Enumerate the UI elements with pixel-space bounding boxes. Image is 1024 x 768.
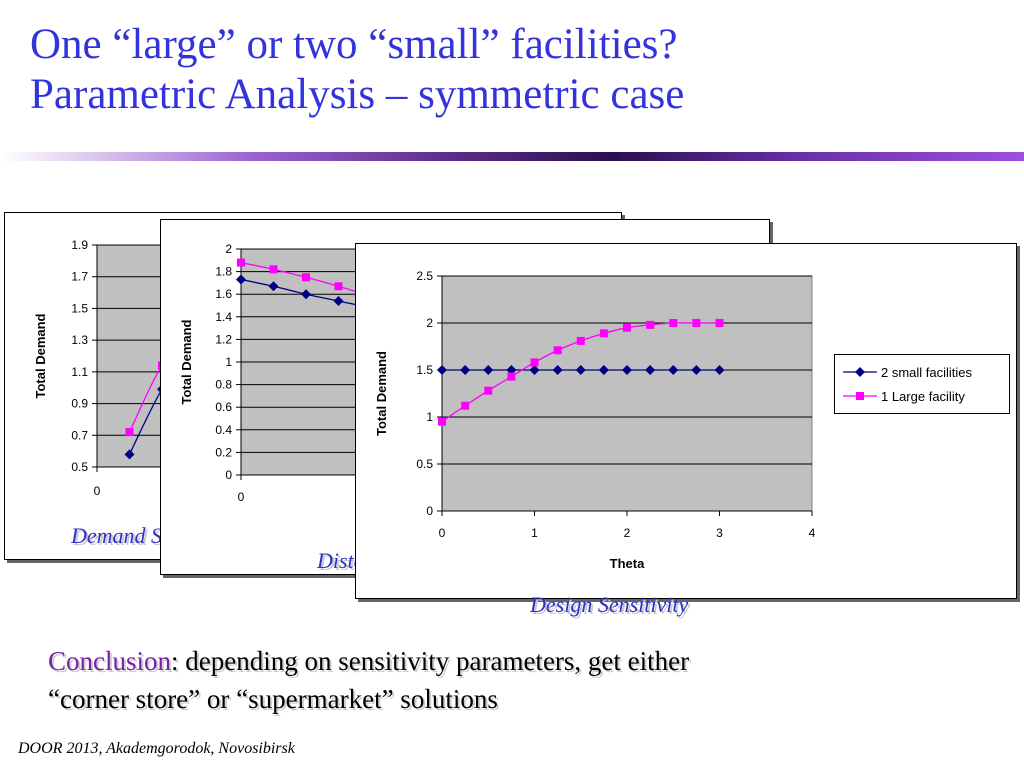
x-tick-label: 0	[238, 490, 245, 504]
data-point	[437, 365, 447, 375]
slide-title: One “large” or two “small” facilities? P…	[30, 20, 684, 120]
data-point	[484, 386, 493, 395]
data-point	[552, 365, 563, 375]
footer-text: DOOR 2013, Akademgorodok, Novosibirsk	[18, 740, 295, 757]
y-tick-label: 1.5	[71, 301, 88, 315]
y-tick-label: 0	[426, 504, 433, 518]
data-point	[623, 323, 631, 332]
y-tick-label: 0	[225, 468, 232, 482]
y-tick-label: 0.8	[215, 378, 232, 392]
y-tick-label: 2.5	[416, 269, 433, 283]
data-point	[237, 258, 245, 267]
y-tick-label: 0.4	[215, 423, 232, 437]
legend-label-small: 2 small facilities	[881, 364, 973, 380]
chart-legend: 2 small facilities 1 Large facility	[834, 354, 1010, 414]
data-point	[124, 449, 135, 460]
data-point	[302, 273, 310, 282]
data-point	[301, 289, 311, 300]
design-chart: 2.5 2 1.5 1 0.5 00 1 2 3 4 Total Demand Theta	[374, 269, 816, 571]
plot-area	[441, 275, 813, 512]
y-tick-label: 2	[225, 242, 232, 256]
data-point	[483, 365, 494, 375]
data-point	[530, 358, 539, 367]
legend-item-small: 2 small facilities	[843, 363, 972, 381]
design-chart-panel[interactable]: 2.5 2 1.5 1 0.5 0 0 1 2 3 4 Total Demand Theta 2 sma…	[355, 243, 1017, 599]
legend-item-large: 1 Large facility	[843, 387, 965, 405]
data-point	[645, 365, 656, 375]
conclusion-line-1: : depending on sensitivity parameters, g…	[171, 646, 690, 676]
data-point	[438, 417, 446, 426]
y-tick-label: 1.6	[215, 287, 232, 301]
data-point	[461, 401, 470, 410]
y-tick-label: 1.2	[215, 332, 232, 346]
data-point	[714, 365, 725, 375]
data-point	[575, 365, 586, 375]
data-point	[668, 365, 679, 375]
data-point	[553, 346, 562, 355]
data-point	[125, 428, 134, 437]
y-tick-label: 1.4	[215, 310, 232, 324]
title-line-1: One “large” or two “small” facilities?	[30, 21, 678, 68]
y-axis-label: Total Demand	[179, 319, 194, 404]
y-axis-label: Total Demand	[374, 351, 389, 436]
data-point	[692, 319, 701, 327]
y-tick-label: 1	[426, 410, 433, 424]
x-tick-label: 0	[94, 484, 101, 498]
data-point	[646, 320, 655, 329]
data-point	[715, 319, 724, 327]
title-divider	[0, 152, 1024, 161]
y-tick-label: 0.9	[71, 397, 88, 411]
data-point	[268, 281, 279, 292]
y-tick-label: 0.2	[215, 445, 232, 459]
y-tick-label: 1.1	[71, 365, 88, 379]
data-point	[691, 365, 702, 375]
y-tick-label: 1.8	[215, 265, 232, 279]
conclusion-keyword: Conclusion	[48, 646, 172, 676]
x-axis-label: Theta	[610, 556, 645, 571]
y-tick-label: 1.7	[71, 270, 88, 284]
y-tick-label: 2	[426, 316, 433, 330]
data-point	[622, 365, 632, 375]
y-axis-label: Total Demand	[33, 313, 48, 398]
y-tick-label: 1.5	[416, 363, 433, 377]
data-point	[333, 295, 344, 306]
data-point	[576, 336, 585, 345]
data-point	[460, 365, 471, 375]
x-tick-label: 2	[624, 526, 631, 540]
y-tick-label: 0.5	[71, 460, 88, 474]
data-point	[269, 265, 278, 274]
x-tick-label: 4	[809, 526, 816, 540]
data-point	[598, 365, 609, 375]
y-tick-label: 0.5	[416, 457, 433, 471]
title-line-2: Parametric Analysis – symmetric case	[30, 71, 685, 118]
y-tick-label: 0.6	[215, 400, 232, 414]
x-tick-label: 0	[439, 526, 446, 540]
conclusion-text: Conclusion: depending on sensitivity par…	[48, 642, 689, 718]
x-tick-label: 3	[716, 526, 723, 540]
legend-label-large: 1 Large facility	[881, 388, 965, 404]
y-tick-label: 1	[225, 355, 232, 369]
y-tick-label: 0.7	[71, 428, 88, 442]
data-point	[599, 329, 608, 338]
x-tick-label: 1	[531, 526, 538, 540]
data-point	[669, 319, 678, 327]
data-point	[506, 365, 517, 375]
data-point	[236, 274, 246, 285]
y-tick-label: 1.9	[71, 238, 88, 252]
data-point	[529, 365, 540, 375]
data-point	[334, 282, 343, 291]
legend-swatch-large	[843, 392, 877, 400]
data-point	[507, 372, 516, 381]
design-caption: Design Sensitivity	[530, 592, 689, 617]
y-tick-label: 1.3	[71, 333, 88, 347]
legend-swatch-small	[843, 367, 877, 377]
conclusion-line-2: “corner store” or “supermarket” solution…	[48, 684, 498, 714]
